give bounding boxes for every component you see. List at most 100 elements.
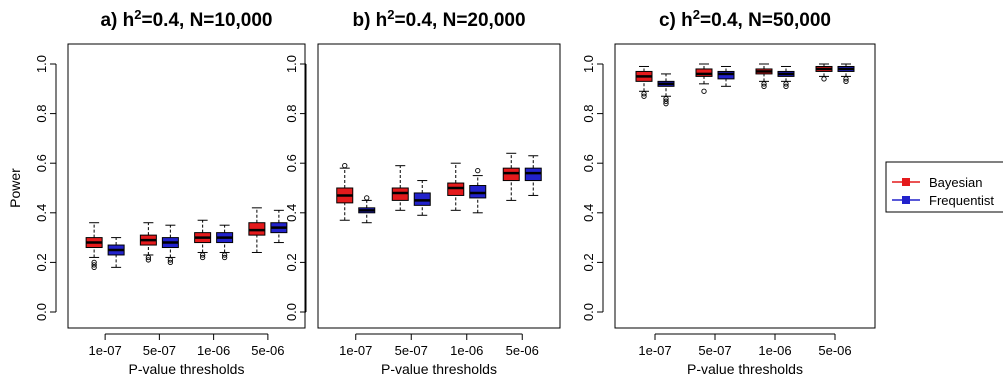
box-bayesian-1e-06: [447, 162, 465, 211]
box-frequentist-1e-07: [107, 237, 125, 268]
outlier-point: [783, 83, 789, 89]
outlier-point: [221, 254, 228, 261]
x-tick-label: 5e-07: [143, 343, 176, 358]
panel-3: c) h2=0.4, N=50,000 0.0 0.2 0.4 0.6 0.8 1.0 1e-…: [581, 7, 876, 377]
y-tick-label: 0.2: [34, 253, 49, 271]
outlier-point: [821, 76, 827, 82]
outlier-point: [145, 254, 152, 261]
x-tick-label: 1e-06: [450, 343, 483, 358]
outlier-point: [641, 93, 647, 99]
outlier-point: [475, 167, 481, 174]
outlier-point: [342, 163, 348, 169]
y-axis-label: Power: [7, 168, 23, 208]
box-frequentist-5e-07: [413, 180, 431, 216]
y-tick-label: 0.8: [34, 105, 49, 123]
x-axis-label: P-value thresholds: [381, 361, 497, 377]
panels: a) h2=0.4, N=10,000 0.0 0.2 0.4 0.6 0.8 1.0 Pow…: [7, 7, 876, 377]
y-tick-label: 0.2: [581, 253, 596, 271]
plot-frame: [67, 43, 306, 329]
box-frequentist-1e-07: [657, 73, 675, 107]
legend-marker-bayesian: [902, 178, 910, 186]
outlier-point: [199, 254, 206, 261]
box-frequentist-1e-07: [358, 195, 376, 224]
outlier-point: [761, 81, 767, 87]
y-tick-label: 0.4: [34, 204, 49, 222]
panel-title: c) h2=0.4, N=50,000: [659, 7, 831, 31]
box-frequentist-1e-06: [777, 65, 795, 89]
box-frequentist-5e-06: [837, 63, 855, 85]
x-tick-label: 5e-07: [395, 343, 428, 358]
outlier-point: [145, 257, 152, 263]
box-bayesian-1e-06: [194, 219, 212, 261]
outlier-point: [663, 96, 669, 102]
y-tick-label: 0.6: [581, 154, 596, 172]
y-tick-label: 0.4: [284, 204, 299, 222]
x-tick-label: 5e-06: [506, 343, 539, 358]
box-bayesian-5e-07: [139, 222, 157, 263]
outlier-point: [641, 91, 647, 97]
plot-frame: [317, 43, 561, 329]
legend-label-frequentist: Frequentist: [929, 193, 994, 208]
outlier-point: [167, 257, 174, 263]
box-bayesian-5e-06: [815, 63, 833, 82]
outlier-point: [91, 259, 97, 266]
y-tick-label: 1.0: [34, 55, 49, 73]
box-bayesian-5e-07: [391, 165, 409, 211]
plot-frame: [614, 43, 876, 329]
legend-label-bayesian: Bayesian: [929, 175, 982, 190]
x-axis-label: P-value thresholds: [687, 361, 803, 377]
outlier-point: [221, 252, 228, 258]
outlier-point: [761, 83, 767, 89]
y-tick-label: 0.6: [34, 154, 49, 172]
outlier-point: [701, 88, 707, 94]
box-frequentist-5e-06: [524, 155, 542, 196]
box-bayesian-1e-07: [336, 163, 354, 221]
panel-title: a) h2=0.4, N=10,000: [100, 7, 272, 31]
legend: Bayesian Frequentist: [885, 161, 1003, 213]
x-tick-label: 1e-07: [339, 343, 372, 358]
y-tick-label: 0.0: [34, 303, 49, 321]
box-bayesian-1e-07: [635, 65, 653, 99]
x-tick-label: 5e-06: [818, 343, 851, 358]
outlier-point: [91, 262, 97, 268]
panel-2: b) h2=0.4, N=20,000 0.0 0.2 0.4 0.6 0.8 1.0 1e-…: [284, 7, 561, 377]
y-tick-label: 0.4: [581, 204, 596, 222]
y-tick-label: 1.0: [284, 55, 299, 73]
y-tick-label: 0.0: [581, 303, 596, 321]
x-tick-label: 1e-06: [197, 343, 230, 358]
box-bayesian-5e-06: [248, 207, 266, 253]
x-axis-label: P-value thresholds: [129, 361, 245, 377]
x-tick-label: 5e-06: [251, 343, 284, 358]
outlier-point: [783, 81, 789, 87]
box-bayesian-1e-07: [85, 222, 103, 271]
box-bayesian-5e-07: [695, 63, 713, 94]
outlier-point: [91, 264, 97, 271]
outlier-point: [199, 252, 206, 258]
box-bayesian-5e-06: [502, 152, 520, 201]
box-frequentist-5e-06: [270, 209, 288, 244]
y-tick-label: 0.2: [284, 253, 299, 271]
outlier-point: [663, 98, 669, 104]
y-tick-label: 1.0: [581, 55, 596, 73]
y-tick-label: 0.8: [284, 105, 299, 123]
outlier-point: [843, 76, 849, 82]
outlier-point: [167, 259, 174, 266]
box-frequentist-1e-06: [216, 224, 234, 261]
x-tick-label: 1e-06: [758, 343, 791, 358]
outlier-point: [364, 195, 370, 201]
legend-marker-frequentist: [902, 196, 910, 204]
box-frequentist-5e-07: [717, 65, 735, 87]
panel-title: b) h2=0.4, N=20,000: [352, 7, 525, 31]
box-frequentist-5e-07: [161, 224, 179, 266]
box-frequentist-1e-06: [469, 167, 487, 214]
box-bayesian-1e-06: [755, 63, 773, 89]
panel-1: a) h2=0.4, N=10,000 0.0 0.2 0.4 0.6 0.8 1.0 Pow…: [7, 7, 306, 377]
y-tick-label: 0.0: [284, 303, 299, 321]
x-tick-label: 1e-07: [638, 343, 671, 358]
outlier-point: [843, 78, 849, 85]
y-tick-label: 0.8: [581, 105, 596, 123]
x-tick-label: 1e-07: [89, 343, 122, 358]
y-tick-label: 0.6: [284, 154, 299, 172]
outlier-point: [663, 101, 669, 107]
